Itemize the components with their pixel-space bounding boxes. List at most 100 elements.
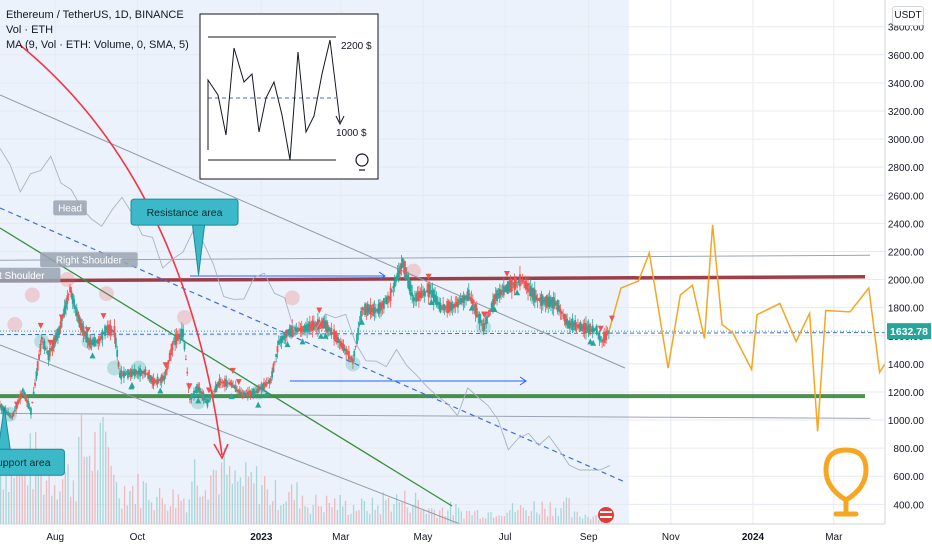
candle-body: [194, 390, 197, 393]
buy-marker: [263, 390, 270, 397]
currency-button[interactable]: USDT: [892, 6, 924, 26]
candle-body: [180, 328, 183, 340]
candle-body: [104, 325, 106, 337]
candle-body: [135, 370, 137, 375]
volume-bar: [514, 511, 516, 524]
candle-body: [439, 302, 442, 313]
x-axis: Aug Oct 2023 Mar May Jul Sep Nov 2024 Mar: [0, 523, 932, 550]
volume-bar: [78, 436, 80, 524]
volume-bar: [115, 482, 118, 524]
candle-body: [541, 296, 544, 305]
volume-bar: [568, 498, 570, 524]
candle-body: [509, 279, 512, 293]
candle-body: [86, 336, 89, 343]
x-tick-label: Oct: [130, 532, 146, 543]
candle-body: [409, 284, 412, 296]
candle-body: [567, 320, 570, 329]
volume-bar: [264, 476, 266, 524]
candle-body: [110, 328, 113, 333]
candle-body: [230, 382, 233, 388]
candle-body: [361, 307, 364, 311]
candle-body: [166, 364, 168, 371]
candle-body: [268, 380, 271, 384]
candle-body: [533, 289, 536, 303]
buy-marker: [468, 304, 475, 311]
candle-body: [238, 389, 241, 395]
candle-body: [470, 298, 473, 304]
candle-body: [364, 303, 366, 316]
x-tick-label: 2023: [250, 532, 273, 543]
candle-body: [133, 368, 136, 377]
candle-body: [372, 304, 375, 316]
volume-bar: [32, 489, 34, 524]
legend-symbol[interactable]: Ethereum / TetherUS, 1D, BINANCE: [6, 9, 184, 21]
volume-bar: [0, 463, 2, 524]
y-tick-label: 1800.00: [888, 304, 925, 315]
candle-body: [19, 394, 22, 401]
candle-body: [1, 406, 4, 411]
candle-body: [253, 391, 256, 394]
buy-marker: [89, 352, 96, 359]
volume-bar: [449, 502, 452, 524]
candle-body: [245, 393, 248, 395]
candle-body: [362, 308, 365, 310]
candle-body: [186, 371, 189, 374]
candle-body: [255, 390, 257, 394]
volume-bar: [234, 470, 236, 524]
legend-ma[interactable]: MA (9, Vol · ETH: Volume, 0, SMA, 5): [6, 39, 189, 51]
event-flag-stripe: [600, 511, 612, 513]
pivot-high-marker: [177, 309, 193, 325]
candle-body: [170, 348, 172, 356]
candle-body: [101, 330, 104, 340]
volume-bar: [304, 505, 306, 524]
candle-body: [296, 327, 299, 333]
candle-body: [303, 325, 306, 333]
candle-body: [240, 391, 243, 396]
candle-body: [267, 382, 269, 384]
lower-channel-line: [0, 344, 461, 525]
candle-body: [373, 307, 376, 314]
volume-bar: [129, 491, 131, 524]
candle-body: [127, 369, 129, 379]
candle-body: [523, 282, 525, 284]
volume-bar: [301, 495, 304, 524]
pivot-high-marker: [284, 290, 300, 306]
red-arc-arrowhead: [213, 443, 229, 460]
candle-body: [594, 329, 597, 331]
candle-body: [73, 299, 75, 308]
sell-marker: [13, 401, 20, 408]
volume-bar: [598, 520, 600, 524]
candle-body: [556, 299, 559, 312]
head-label: Head: [58, 203, 82, 214]
candle-body: [446, 300, 449, 313]
candle-body: [304, 325, 307, 332]
volume-bar: [406, 507, 409, 524]
legend-volume[interactable]: Vol · ETH: [6, 24, 54, 36]
candle-body: [475, 307, 478, 318]
candle-body: [339, 341, 342, 347]
candle-body: [217, 381, 220, 388]
candle-body: [574, 319, 577, 331]
candle-body: [337, 337, 340, 343]
buy-marker: [428, 299, 435, 306]
candle-body: [214, 385, 217, 393]
candle-body: [201, 391, 203, 398]
candle-body: [256, 389, 259, 393]
volume-bar: [428, 508, 430, 524]
candle-body: [210, 395, 213, 398]
candle-body: [106, 324, 109, 334]
candle-body: [581, 325, 583, 329]
projection-line: [608, 224, 886, 432]
volume-bar: [145, 483, 147, 524]
candle-body: [535, 295, 538, 300]
candle-body: [597, 332, 599, 334]
volume-bar: [528, 515, 530, 524]
inset-bulb-icon: [355, 153, 369, 167]
volume-bar: [8, 492, 10, 524]
volume-bar: [24, 459, 26, 524]
candle-body: [176, 334, 179, 341]
sell-marker: [597, 325, 604, 332]
candle-body: [44, 348, 47, 350]
volume-bar: [557, 516, 559, 524]
